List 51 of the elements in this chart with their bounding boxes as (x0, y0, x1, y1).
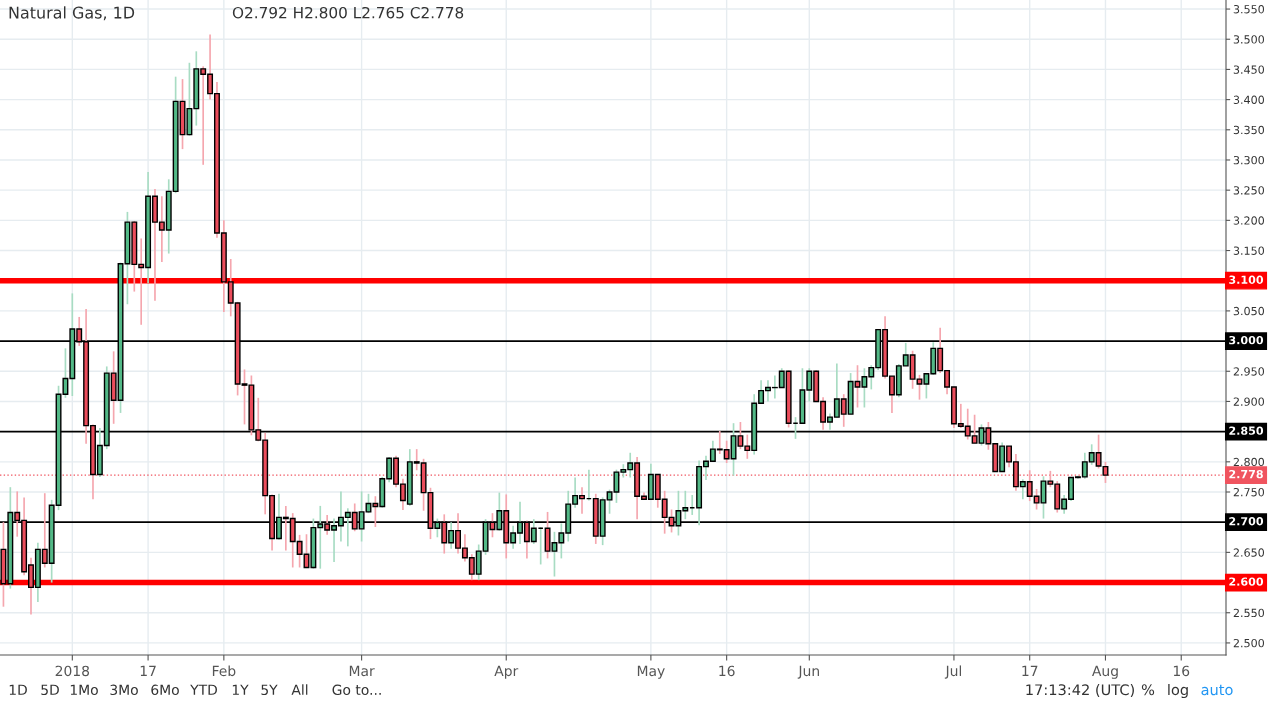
ref-line-label: 2.850 (1229, 426, 1264, 435)
text: Go to... (332, 684, 381, 696)
chart-title: Natural Gas, 1D (9, 6, 135, 21)
x-tick-label: Jun (797, 665, 819, 679)
y-tick-label: 2.750 (1233, 487, 1265, 497)
text: % (1141, 684, 1155, 696)
ref-line-label: 3.100 (1229, 275, 1264, 284)
x-tick-label: 17 (1022, 665, 1038, 676)
x-tick-label: Apr (494, 665, 519, 679)
x-tick-label: 17 (140, 665, 156, 676)
y-tick-label: 2.900 (1233, 397, 1265, 406)
x-tick-label: Mar (349, 665, 375, 677)
y-tick-label: 3.150 (1233, 246, 1265, 255)
text: YTD (190, 684, 218, 695)
x-tick-label: 16 (1173, 665, 1190, 677)
y-tick-label: 2.550 (1233, 608, 1265, 618)
text: 1Mo (70, 684, 98, 696)
ref-line-label: 2.700 (1229, 517, 1264, 526)
y-tick-label: 3.200 (1233, 216, 1265, 225)
text: 6Mo (151, 684, 179, 696)
text: 3Mo (110, 684, 138, 696)
ref-line-label: 3.000 (1229, 335, 1264, 345)
y-tick-label: 2.950 (1233, 367, 1265, 376)
y-tick-label: 3.550 (1233, 5, 1265, 14)
text: 17:13:42 (UTC) (1026, 683, 1134, 697)
ref-line-label: 2.778 (1229, 469, 1263, 479)
text: 1D (9, 684, 27, 695)
x-tick-label: Aug (1092, 665, 1118, 679)
ref-line-label: 2.600 (1229, 577, 1264, 586)
y-tick-label: 3.300 (1233, 155, 1265, 165)
x-tick-label: 16 (719, 665, 735, 677)
x-tick-label: 2018 (55, 665, 90, 677)
x-tick-label: Feb (212, 665, 236, 677)
y-tick-label: 3.450 (1233, 65, 1265, 74)
text: 5D (41, 684, 59, 696)
text: 1Y (232, 684, 249, 695)
y-tick-label: 2.650 (1233, 548, 1265, 557)
y-tick-label: 3.500 (1233, 35, 1265, 44)
y-tick-label: 3.250 (1233, 186, 1265, 195)
text: 5Y (261, 684, 278, 696)
y-tick-label: 2.800 (1233, 457, 1265, 467)
x-tick-label: Jul (944, 665, 962, 679)
y-tick-label: 3.400 (1233, 95, 1265, 104)
text: auto (1201, 684, 1233, 696)
y-tick-label: 3.050 (1233, 306, 1265, 316)
y-tick-label: 2.500 (1233, 638, 1265, 648)
text: log (1168, 683, 1188, 699)
x-tick-label: May (637, 665, 665, 679)
y-tick-label: 3.350 (1233, 125, 1265, 135)
annotation: O2.792 H2.800 L2.765 C2.778 (232, 6, 464, 19)
text: All (291, 684, 308, 695)
